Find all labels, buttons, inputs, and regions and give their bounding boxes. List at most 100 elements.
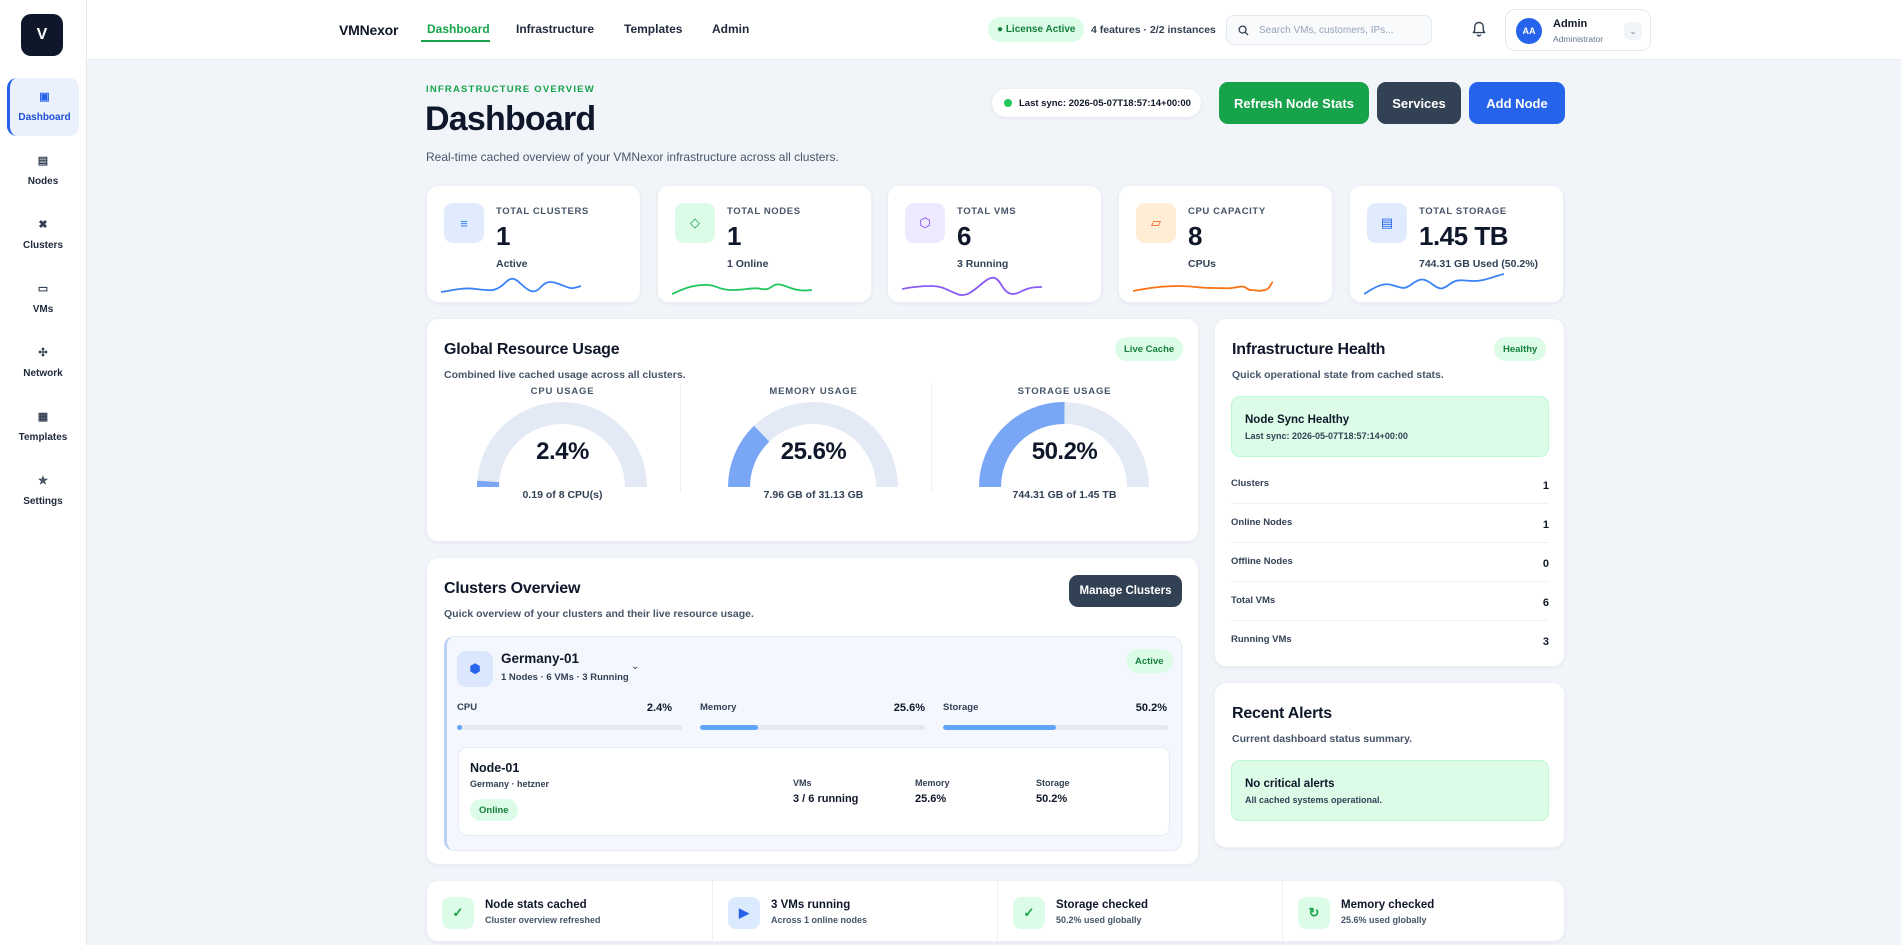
- stat-sub: 1 Online: [727, 258, 769, 270]
- sidebar-item-dashboard[interactable]: ▣ Dashboard: [7, 78, 79, 136]
- activity-sub: 25.6% used globally: [1341, 915, 1427, 925]
- metric-value: 2.4%: [646, 702, 672, 714]
- activity-item: ▶ 3 VMs running Across 1 online nodes: [712, 881, 997, 941]
- sidebar-item-vms[interactable]: ▭ VMs: [7, 270, 79, 328]
- live-cache-badge: Live Cache: [1115, 337, 1184, 361]
- health-row-clusters: Clusters 1: [1231, 465, 1549, 504]
- stat-card-clusters[interactable]: ≡ TOTAL CLUSTERS 1 Active: [426, 185, 641, 303]
- sidebar-item-templates[interactable]: ▦ Templates: [7, 398, 79, 456]
- user-role: Administrator: [1553, 34, 1604, 44]
- node-col-label: Storage: [1036, 778, 1070, 788]
- templates-icon: ▦: [37, 410, 49, 423]
- node-col-value: 3 / 6 running: [793, 793, 859, 805]
- nav-templates[interactable]: Templates: [624, 22, 683, 36]
- node-status-badge: Online: [470, 799, 518, 821]
- storage-progress-fill: [943, 725, 1056, 730]
- health-row-total-vms: Total VMs 6: [1231, 582, 1549, 621]
- chevron-down-icon[interactable]: ⌄: [1624, 22, 1642, 40]
- sidebar-item-label: Dashboard: [18, 111, 71, 123]
- dashboard-icon: ▣: [39, 90, 50, 103]
- storage-progress-bar: [943, 725, 1168, 730]
- nav-admin[interactable]: Admin: [712, 22, 750, 36]
- sidebar-item-clusters[interactable]: ✖ Clusters: [7, 206, 79, 264]
- stat-value: 1.45 TB: [1419, 221, 1509, 251]
- network-icon: ✣: [38, 346, 48, 359]
- user-menu[interactable]: AA Admin Administrator ⌄: [1505, 9, 1651, 51]
- sparkline: [441, 277, 581, 293]
- stat-value: 6: [957, 221, 971, 251]
- health-value: 1: [1542, 480, 1549, 492]
- activity-title: Memory checked: [1341, 899, 1435, 911]
- gauge-value: 2.4%: [536, 438, 589, 465]
- health-label: Online Nodes: [1231, 517, 1293, 528]
- page-eyebrow: INFRASTRUCTURE OVERVIEW: [426, 84, 595, 95]
- section-subtitle: Combined live cached usage across all cl…: [444, 369, 686, 381]
- avatar: AA: [1516, 18, 1542, 44]
- gauge-title: MEMORY USAGE: [769, 386, 858, 397]
- stat-card-nodes[interactable]: ◇ TOTAL NODES 1 1 Online: [657, 185, 872, 303]
- cluster-panel[interactable]: ⬢ Germany-01 1 Nodes · 6 VMs · 3 Running…: [444, 636, 1182, 851]
- check-icon: ✓: [1013, 897, 1045, 929]
- status-sub: All cached systems operational.: [1245, 795, 1383, 805]
- gauge-title: CPU USAGE: [530, 386, 595, 397]
- gauge-memory: MEMORY USAGE 25.6% 7.96 GB of 31.13 GB: [688, 374, 939, 509]
- stat-card-storage[interactable]: ▤ TOTAL STORAGE 1.45 TB 744.31 GB Used (…: [1349, 185, 1564, 303]
- clusters-overview-card: Clusters Overview Quick overview of your…: [426, 557, 1199, 865]
- sidebar-item-nodes[interactable]: ▤ Nodes: [7, 142, 79, 200]
- chevron-down-icon[interactable]: ⌄: [631, 661, 640, 672]
- nodes-stat-icon: ◇: [675, 203, 715, 243]
- search-box[interactable]: [1226, 15, 1432, 45]
- section-subtitle: Quick operational state from cached stat…: [1232, 369, 1444, 381]
- health-value: 3: [1542, 636, 1549, 648]
- top-bar: VMNexor Dashboard Infrastructure Templat…: [87, 0, 1901, 60]
- refresh-icon: ↻: [1298, 897, 1330, 929]
- gauge-sub: 7.96 GB of 31.13 GB: [763, 489, 864, 501]
- stat-card-cpu[interactable]: ▱ CPU CAPACITY 8 CPUs: [1118, 185, 1333, 303]
- cluster-icon: ⬢: [457, 651, 493, 687]
- health-row-offline-nodes: Offline Nodes 0: [1231, 543, 1549, 582]
- page-title: Dashboard: [425, 100, 596, 138]
- activity-strip: ✓ Node stats cached Cluster overview ref…: [426, 880, 1565, 942]
- activity-title: 3 VMs running: [771, 899, 851, 911]
- memory-progress-bar: [700, 725, 925, 730]
- metric-label: Memory: [700, 702, 737, 713]
- add-node-button[interactable]: Add Node: [1469, 82, 1565, 124]
- nav-dashboard[interactable]: Dashboard: [427, 22, 490, 36]
- manage-clusters-button[interactable]: Manage Clusters: [1069, 575, 1182, 607]
- sparkline: [672, 283, 812, 295]
- services-button[interactable]: Services: [1377, 82, 1461, 124]
- memory-progress-fill: [700, 725, 758, 730]
- license-badge: ● License Active: [988, 17, 1085, 42]
- clusters-stat-icon: ≡: [444, 203, 484, 243]
- section-subtitle: Quick overview of your clusters and thei…: [444, 608, 754, 620]
- activity-title: Node stats cached: [485, 899, 587, 911]
- app-logo[interactable]: V: [21, 14, 63, 56]
- cluster-name: Germany-01: [501, 651, 580, 666]
- user-name: Admin: [1553, 18, 1588, 30]
- bell-icon[interactable]: [1470, 20, 1488, 38]
- activity-item: ↻ Memory checked 25.6% used globally: [1282, 881, 1564, 941]
- sparkline: [902, 276, 1042, 296]
- sidebar-item-network[interactable]: ✣ Network: [7, 334, 79, 392]
- health-row-running-vms: Running VMs 3: [1231, 621, 1549, 660]
- node-name: Node-01: [470, 761, 520, 775]
- section-subtitle: Current dashboard status summary.: [1232, 733, 1413, 745]
- page-subtitle: Real-time cached overview of your VMNexo…: [426, 150, 839, 164]
- brand-name[interactable]: VMNexor: [339, 22, 399, 38]
- sidebar-item-settings[interactable]: ✮ Settings: [7, 462, 79, 520]
- status-sub: Last sync: 2026-05-07T18:57:14+00:00: [1245, 431, 1408, 441]
- gauge-value: 50.2%: [1031, 438, 1098, 465]
- search-input[interactable]: [1259, 24, 1419, 36]
- storage-gauge-arc: [979, 402, 1149, 488]
- nav-active-underline: [421, 40, 490, 42]
- last-sync-text: Last sync: 2026-05-07T18:57:14+00:00: [1019, 97, 1191, 109]
- sparkline: [1133, 281, 1273, 292]
- nav-infrastructure[interactable]: Infrastructure: [516, 22, 595, 36]
- node-row[interactable]: Node-01 Germany · hetzner Online VMs 3 /…: [458, 747, 1170, 836]
- refresh-node-stats-button[interactable]: Refresh Node Stats: [1219, 82, 1369, 124]
- gauge-title: STORAGE USAGE: [1017, 386, 1112, 397]
- sidebar-item-label: VMs: [32, 303, 54, 315]
- monitor-icon: ▭: [37, 282, 49, 295]
- stat-card-vms[interactable]: ⬡ TOTAL VMS 6 3 Running: [887, 185, 1102, 303]
- sparkline: [1364, 273, 1504, 295]
